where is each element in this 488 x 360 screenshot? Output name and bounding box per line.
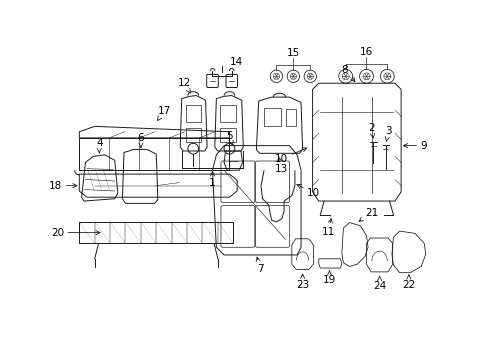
Text: 23: 23: [295, 274, 308, 290]
Bar: [185, 128, 201, 142]
FancyBboxPatch shape: [206, 75, 218, 87]
Text: 11: 11: [321, 219, 334, 237]
Bar: [285, 109, 296, 126]
Bar: [264, 108, 281, 126]
Text: 5: 5: [225, 131, 233, 145]
Text: 15: 15: [286, 48, 299, 58]
Text: 16: 16: [359, 48, 372, 58]
Text: 4: 4: [96, 138, 102, 153]
Text: 3: 3: [385, 126, 391, 141]
Text: 6: 6: [137, 133, 144, 147]
Text: 2: 2: [368, 123, 374, 138]
FancyBboxPatch shape: [225, 75, 237, 87]
Text: 20: 20: [51, 228, 100, 238]
Text: 8: 8: [341, 65, 354, 81]
Text: 10: 10: [275, 148, 306, 164]
Bar: [185, 105, 201, 122]
Text: 7: 7: [256, 257, 263, 274]
Text: 13: 13: [275, 157, 288, 175]
Text: 22: 22: [402, 275, 415, 290]
Text: 10: 10: [296, 184, 320, 198]
Text: 9: 9: [403, 141, 426, 150]
Text: 17: 17: [157, 106, 170, 121]
Text: 24: 24: [372, 276, 386, 291]
Text: 14: 14: [229, 58, 242, 67]
Bar: [220, 105, 235, 122]
Text: 18: 18: [49, 181, 77, 191]
Bar: [79, 222, 233, 243]
Text: 19: 19: [322, 271, 335, 285]
Text: 21: 21: [358, 208, 377, 221]
Text: 12: 12: [177, 78, 190, 93]
Text: 1: 1: [209, 172, 215, 188]
Bar: [220, 128, 235, 142]
